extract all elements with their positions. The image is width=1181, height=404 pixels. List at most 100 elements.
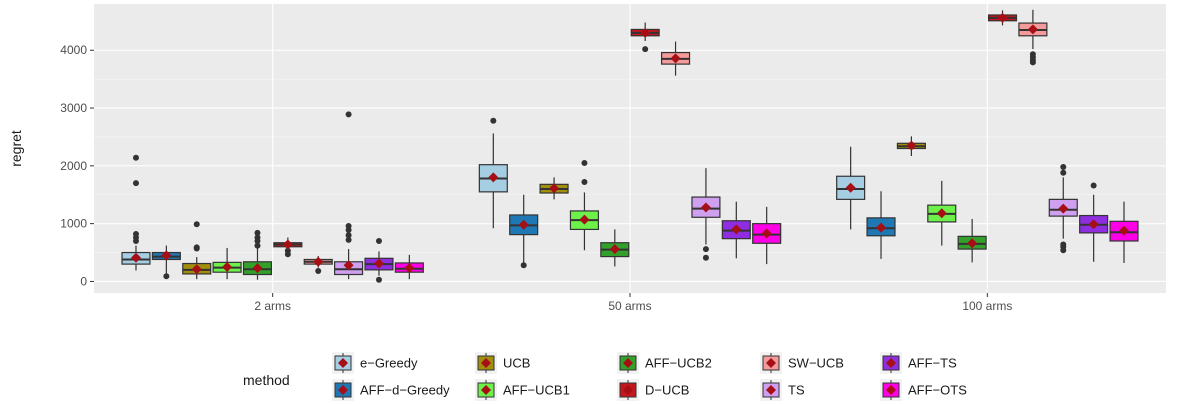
outlier-point [490, 117, 497, 124]
mean-marker [161, 250, 172, 261]
legend-label: e−Greedy [360, 356, 418, 371]
box-e-greedy-50-arms [478, 117, 508, 229]
outlier-point [132, 154, 139, 161]
legend-item-aff-ts: AFF−TS [880, 352, 957, 374]
mean-marker [313, 256, 324, 267]
box-aff-ts-2-arms [364, 237, 394, 283]
box-ts-2-arms [334, 111, 364, 280]
legend-item-aff-d-greedy: AFF−d−Greedy [332, 379, 450, 401]
legend-item-aff-ots: AFF−OTS [880, 379, 967, 401]
mean-marker [670, 53, 681, 64]
mean-marker [997, 12, 1008, 23]
box-ts-100-arms [1048, 163, 1078, 254]
mean-marker [343, 260, 354, 271]
outlier-point [581, 159, 588, 166]
mean-marker [1119, 225, 1130, 236]
outlier-point [520, 262, 527, 269]
y-tick-label: 0 [80, 274, 87, 288]
legend-key-mean [481, 358, 491, 368]
outlier-point [193, 245, 200, 252]
mean-marker [876, 222, 887, 233]
outlier-point [163, 273, 170, 280]
legend-item-ts: TS [760, 379, 805, 401]
outlier-point [345, 111, 352, 118]
outlier-point [315, 268, 322, 275]
mean-marker [252, 263, 263, 274]
mean-marker [906, 140, 917, 151]
mean-marker [222, 261, 233, 272]
mean-marker [130, 252, 141, 263]
legend-key-mean [886, 358, 896, 368]
outlier-point [254, 242, 261, 249]
box-ucb-2-arms [182, 221, 212, 280]
outlier-point [132, 237, 139, 244]
x-tick-label: 2 arms [254, 299, 291, 313]
legend-label: AFF−UCB2 [645, 356, 712, 371]
mean-marker [936, 208, 947, 219]
box-d-ucb-50-arms [630, 22, 660, 53]
mean-marker [1058, 203, 1069, 214]
box-aff-d-greedy-100-arms [866, 191, 896, 259]
box-e-greedy-2-arms [121, 154, 151, 271]
outlier-point [1060, 247, 1067, 254]
legend-label: AFF−d−Greedy [360, 383, 450, 398]
gridlines [94, 4, 1166, 293]
outlier-point [345, 232, 352, 239]
outlier-point [375, 237, 382, 244]
mean-marker [579, 214, 590, 225]
outlier-point [254, 229, 261, 236]
box-aff-ucb1-50-arms [569, 159, 600, 251]
mean-marker [1027, 24, 1038, 35]
legend-label: AFF−TS [908, 356, 957, 371]
box-aff-ts-100-arms [1079, 182, 1109, 262]
x-tick-label: 50 arms [608, 299, 651, 313]
outlier-point [132, 180, 139, 187]
outlier-point [254, 237, 261, 244]
y-axis: 0 1000 2000 3000 4000 [60, 43, 94, 288]
mean-marker [404, 263, 415, 274]
mean-marker [1088, 219, 1099, 230]
legend-label: SW−UCB [788, 356, 844, 371]
legend-label: UCB [503, 356, 530, 371]
box-aff-d-greedy-2-arms [151, 245, 181, 280]
legend-key-mean [623, 358, 633, 368]
legend-item-e-greedy: e−Greedy [332, 352, 418, 374]
box-aff-ucb1-100-arms [927, 180, 957, 246]
box-aff-ots-100-arms [1109, 201, 1139, 263]
box-ucb-100-arms [896, 136, 926, 157]
y-tick-label: 3000 [60, 101, 87, 115]
outlier-point [345, 236, 352, 243]
box-ts-50-arms [691, 168, 721, 261]
mean-marker [761, 228, 772, 239]
legend-label: TS [788, 383, 805, 398]
legend-item-sw-ucb: SW−UCB [760, 352, 844, 374]
outlier-point [702, 254, 709, 261]
y-tick-label: 2000 [60, 159, 87, 173]
legend-item-ucb: UCB [475, 352, 530, 374]
mean-marker [609, 244, 620, 255]
legend-key-mean [623, 385, 633, 395]
legend-key-mean [886, 385, 896, 395]
outlier-point [284, 251, 291, 258]
box-aff-ucb2-100-arms [957, 219, 987, 263]
mean-marker [700, 202, 711, 213]
mean-marker [731, 224, 742, 235]
box-d-ucb-2-arms [273, 237, 303, 258]
outlier-point [193, 221, 200, 228]
legend-key-mean [766, 358, 776, 368]
box-sw-ucb-100-arms [1018, 9, 1048, 66]
box-aff-ucb1-2-arms [212, 247, 242, 280]
outlier-point [581, 179, 588, 186]
box-aff-ots-2-arms [394, 254, 424, 280]
outlier-point [702, 246, 709, 253]
x-tick-label: 100 arms [962, 299, 1012, 313]
legend-item-aff-ucb2: AFF−UCB2 [617, 352, 712, 374]
outlier-point [345, 226, 352, 233]
outlier-point [1060, 163, 1067, 170]
legend-key-mean [338, 358, 348, 368]
x-axis: 2 arms 50 arms 100 arms [254, 293, 1012, 313]
legend-label: D−UCB [645, 383, 689, 398]
box-d-ucb-100-arms [987, 10, 1018, 26]
outlier-point [1029, 59, 1036, 66]
